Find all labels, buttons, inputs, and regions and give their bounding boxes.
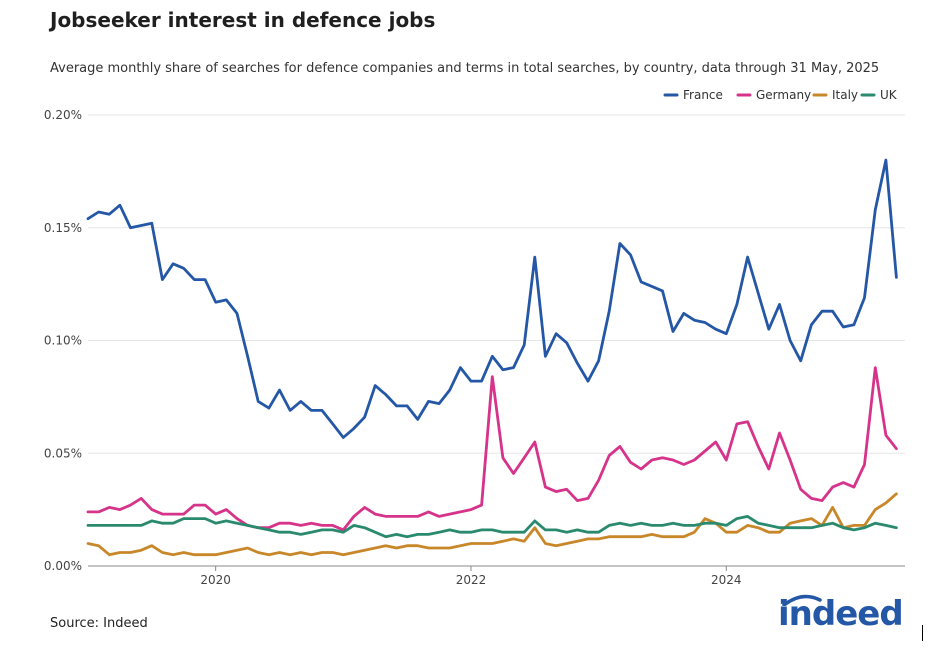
indeed-logo[interactable]: indeed: [778, 594, 904, 634]
legend-label-uk: UK: [880, 88, 898, 102]
y-tick-label: 0.20%: [44, 108, 82, 122]
indeed-logo-arc-icon: [782, 594, 822, 606]
y-tick-label: 0.05%: [44, 446, 82, 460]
text-cursor: [922, 625, 923, 641]
chart-subtitle: Average monthly share of searches for de…: [50, 61, 880, 76]
x-tick-label: 2024: [711, 573, 742, 587]
series-line-germany: [86, 366, 898, 532]
x-tick-label: 2022: [456, 573, 487, 587]
legend-label-france: France: [683, 88, 723, 102]
x-tick-label: 2020: [200, 573, 231, 587]
y-tick-label: 0.00%: [44, 559, 82, 573]
series-line-france: [86, 158, 898, 439]
source-note: Source: Indeed: [50, 616, 148, 631]
chart-title: Jobseeker interest in defence jobs: [50, 8, 436, 32]
series-line-uk: [86, 515, 898, 539]
y-tick-label: 0.10%: [44, 334, 82, 348]
legend-label-italy: Italy: [832, 88, 858, 102]
series-line-italy: [86, 492, 898, 557]
y-tick-label: 0.15%: [44, 221, 82, 235]
legend-label-germany: Germany: [756, 88, 811, 102]
